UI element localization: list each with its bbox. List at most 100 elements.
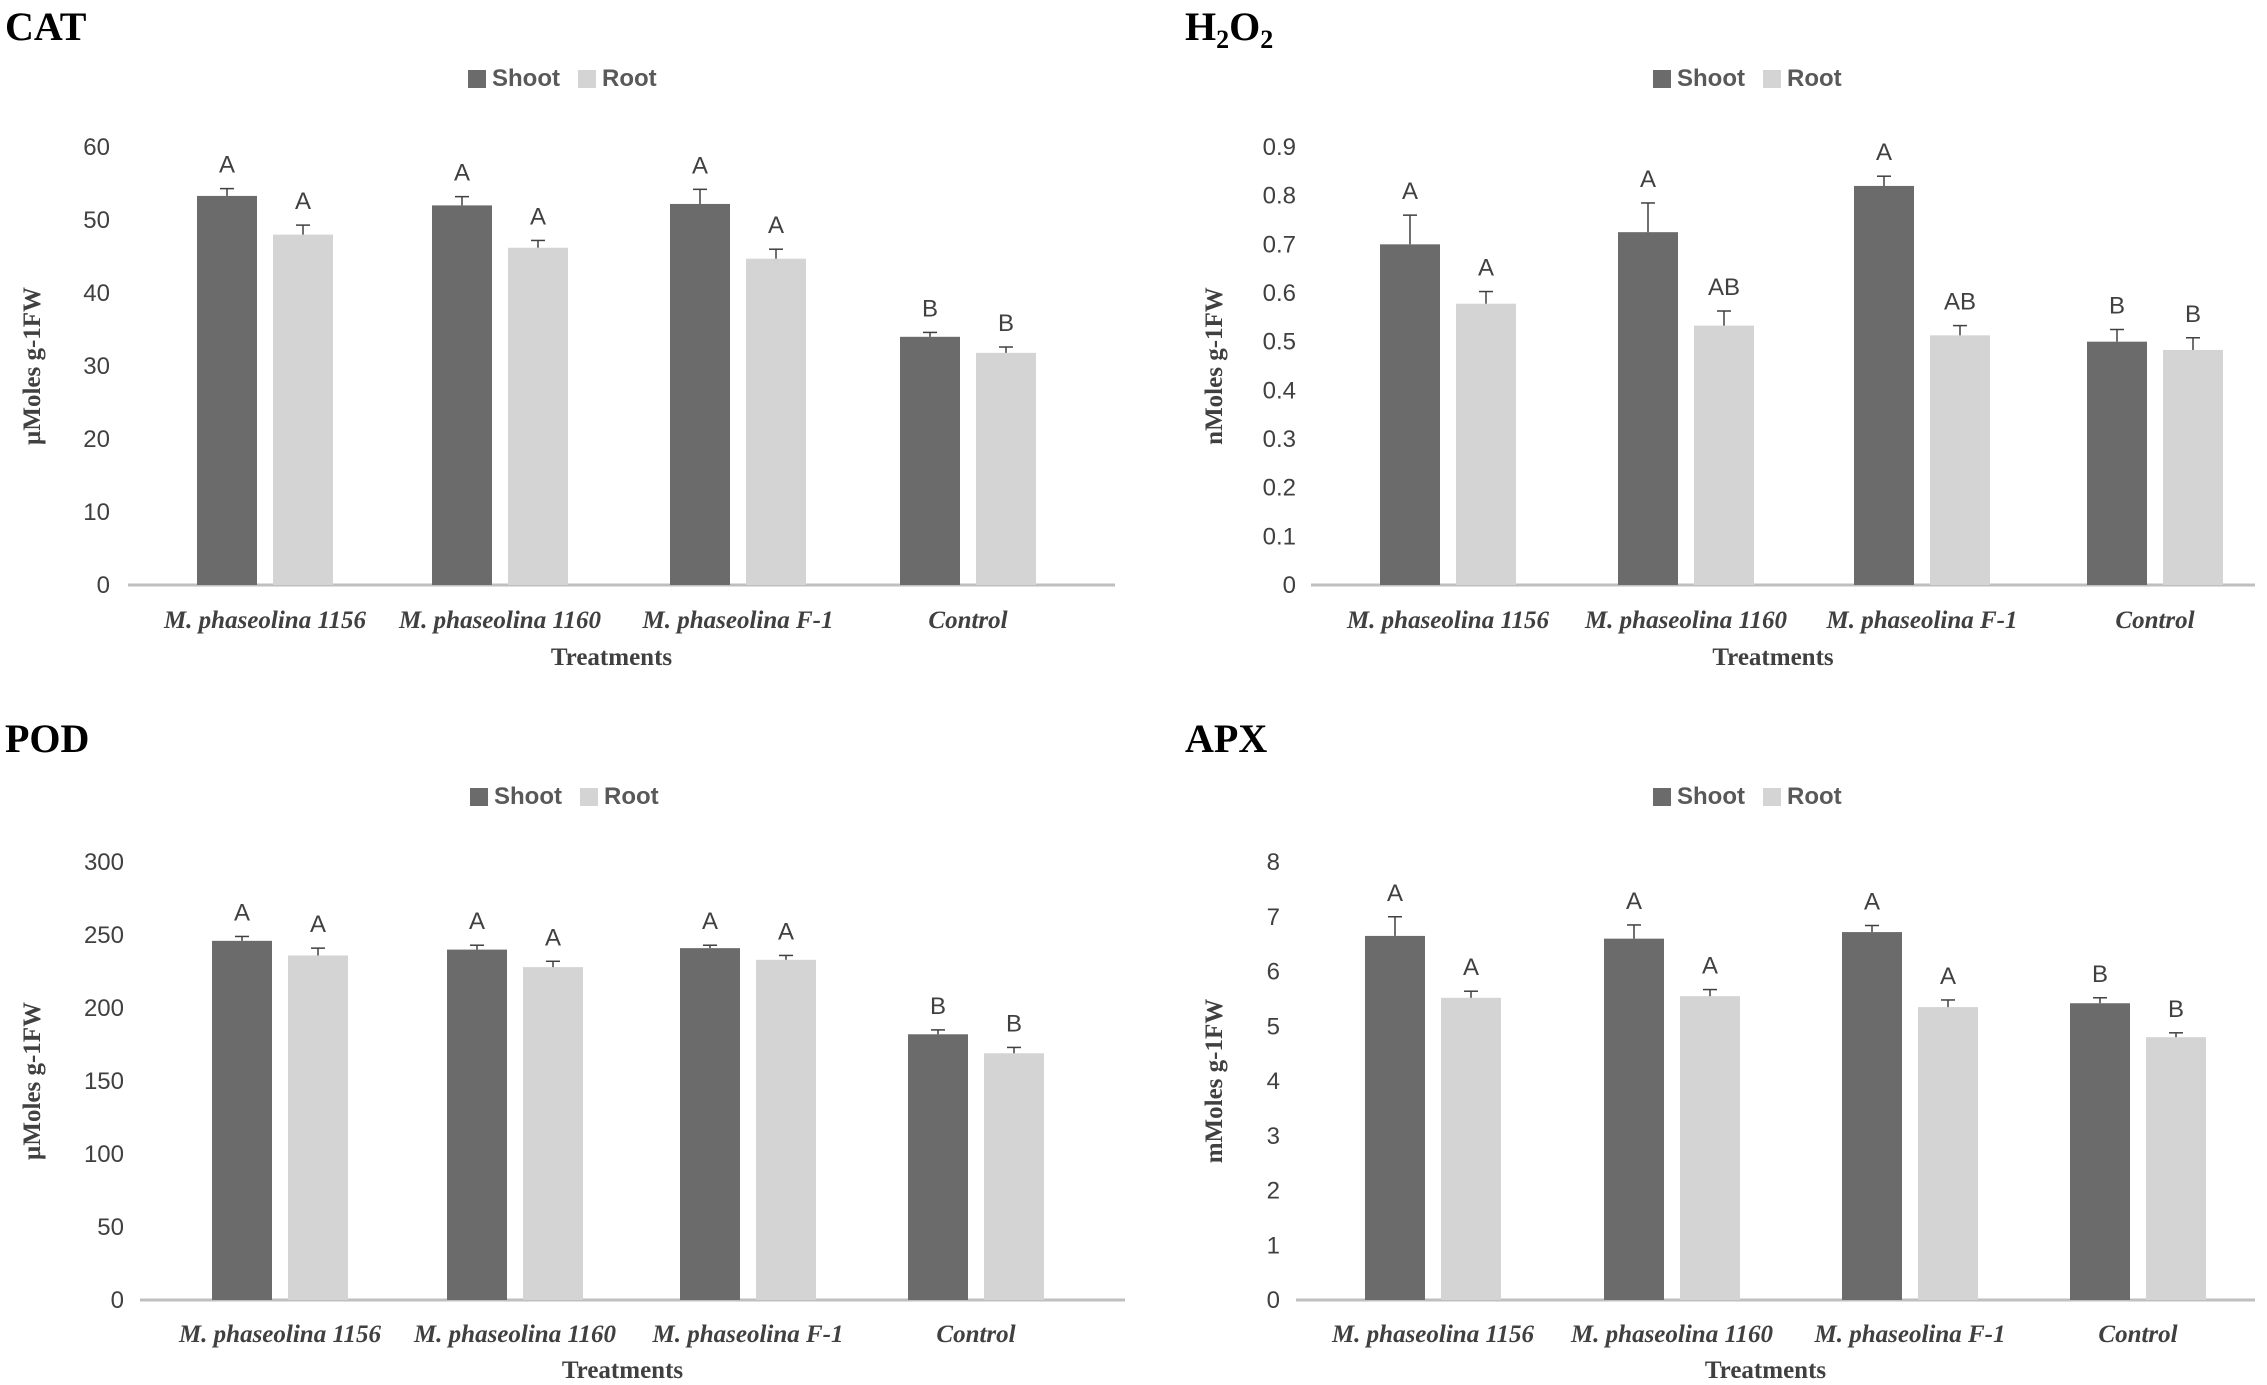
x-axis-title: Treatments — [551, 644, 673, 671]
significance-label: A — [469, 908, 485, 935]
x-category-label: M. phaseolina 1156 — [163, 607, 367, 634]
y-tick-label: 2 — [1267, 1178, 1280, 1205]
bar-shoot — [680, 948, 740, 1300]
y-tick-label: 0 — [1283, 572, 1296, 599]
bar-root — [2146, 1037, 2206, 1300]
x-axis-title: Treatments — [1705, 1357, 1827, 1384]
bar-shoot — [1365, 935, 1425, 1300]
significance-label: A — [295, 188, 311, 215]
x-category-label: M. phaseolina 1160 — [398, 607, 602, 634]
y-tick-label: 0.7 — [1263, 231, 1296, 258]
legend-label-shoot: Shoot — [1677, 783, 1745, 810]
bar-root — [508, 247, 568, 586]
y-tick-label: 6 — [1267, 959, 1280, 986]
legend-swatch-shoot — [468, 70, 486, 88]
x-category-label: M. phaseolina F-1 — [641, 607, 833, 634]
y-tick-label: 0.6 — [1263, 280, 1296, 307]
bar-shoot — [900, 336, 960, 585]
y-tick-label: 20 — [83, 426, 110, 453]
y-tick-label: 0 — [1267, 1287, 1280, 1314]
x-category-label: M. phaseolina F-1 — [1813, 1321, 2005, 1348]
y-tick-label: 60 — [83, 134, 110, 161]
x-category-label: M. phaseolina F-1 — [651, 1321, 843, 1348]
significance-label: A — [1478, 255, 1494, 282]
significance-label: A — [530, 203, 546, 230]
bar-root — [1456, 303, 1516, 585]
bar-shoot — [1842, 932, 1902, 1300]
legend-label-shoot: Shoot — [1677, 65, 1745, 92]
bar-root — [756, 959, 816, 1300]
chart-panel-cat: CAT Shoot Root 0 10 20 30 40 50 60 A A M. phaseolina… — [5, 4, 1115, 671]
significance-label: AB — [1708, 274, 1740, 301]
legend-label-root: Root — [1787, 783, 1842, 810]
y-tick-label: 4 — [1267, 1068, 1280, 1095]
legend: Shoot Root — [468, 65, 657, 92]
legend-label-root: Root — [604, 783, 659, 810]
title-part: H — [1185, 4, 1216, 49]
y-tick-label: 0.5 — [1263, 329, 1296, 356]
bar-root — [1918, 1007, 1978, 1300]
y-axis-title: µMoles g-1FW — [19, 287, 46, 445]
panel-title: POD — [5, 716, 89, 761]
y-tick-label: 300 — [84, 849, 124, 876]
y-axis-title: nMoles g-1FW — [1201, 287, 1228, 445]
y-tick-label: 8 — [1267, 849, 1280, 876]
significance-label: B — [998, 310, 1014, 337]
bar-root — [1680, 996, 1740, 1300]
x-category-label: Control — [2115, 607, 2194, 634]
legend-label-root: Root — [1787, 65, 1842, 92]
legend-swatch-shoot — [1653, 788, 1671, 806]
bar-root — [273, 234, 333, 585]
bar-root — [1930, 335, 1990, 585]
y-tick-label: 50 — [83, 207, 110, 234]
significance-label: A — [1940, 963, 1956, 990]
title-part: 2 — [1216, 25, 1229, 54]
x-category-label: M. phaseolina 1156 — [178, 1321, 382, 1348]
legend-swatch-root — [580, 788, 598, 806]
legend: Shoot Root — [1653, 783, 1842, 810]
bar-shoot — [2070, 1003, 2130, 1300]
significance-label: B — [922, 295, 938, 322]
significance-label: A — [702, 908, 718, 935]
bar-shoot — [670, 203, 730, 585]
y-tick-label: 50 — [97, 1214, 124, 1241]
chart-panel-apx: APX Shoot Root 0 1 2 3 4 5 6 7 8 A A M. phaseolina 115… — [1185, 716, 2255, 1384]
bar-shoot — [2087, 341, 2147, 585]
y-tick-label: 3 — [1267, 1123, 1280, 1150]
legend-label-shoot: Shoot — [494, 783, 562, 810]
significance-label: A — [1864, 889, 1880, 916]
x-axis-title: Treatments — [1712, 644, 1834, 671]
legend: Shoot Root — [1653, 65, 1842, 92]
y-tick-label: 150 — [84, 1068, 124, 1095]
significance-label: A — [768, 212, 784, 239]
panel-title: APX — [1185, 716, 1267, 761]
bar-root — [523, 967, 583, 1300]
y-tick-label: 0.9 — [1263, 134, 1296, 161]
significance-label: AB — [1944, 289, 1976, 316]
y-tick-label: 0.4 — [1263, 377, 1296, 404]
significance-label: B — [2185, 301, 2201, 328]
panel-title: H2O2 — [1185, 4, 1273, 54]
title-part: O — [1229, 4, 1260, 49]
y-axis-title: mMoles g-1FW — [1201, 999, 1228, 1164]
panel-title: CAT — [5, 4, 87, 49]
bar-root — [288, 955, 348, 1300]
x-category-label: M. phaseolina 1156 — [1346, 607, 1550, 634]
significance-label: A — [692, 152, 708, 179]
y-tick-label: 40 — [83, 280, 110, 307]
significance-label: B — [2109, 293, 2125, 320]
x-category-label: M. phaseolina 1160 — [1570, 1321, 1774, 1348]
y-tick-label: 250 — [84, 922, 124, 949]
bar-shoot — [1854, 185, 1914, 585]
significance-label: A — [234, 899, 250, 926]
y-tick-label: 0.1 — [1263, 523, 1296, 550]
y-tick-label: 100 — [84, 1141, 124, 1168]
significance-label: A — [219, 152, 235, 179]
legend: Shoot Root — [470, 783, 659, 810]
y-axis-title: µMoles g-1FW — [19, 1002, 46, 1160]
significance-label: A — [1387, 880, 1403, 907]
y-tick-label: 30 — [83, 353, 110, 380]
